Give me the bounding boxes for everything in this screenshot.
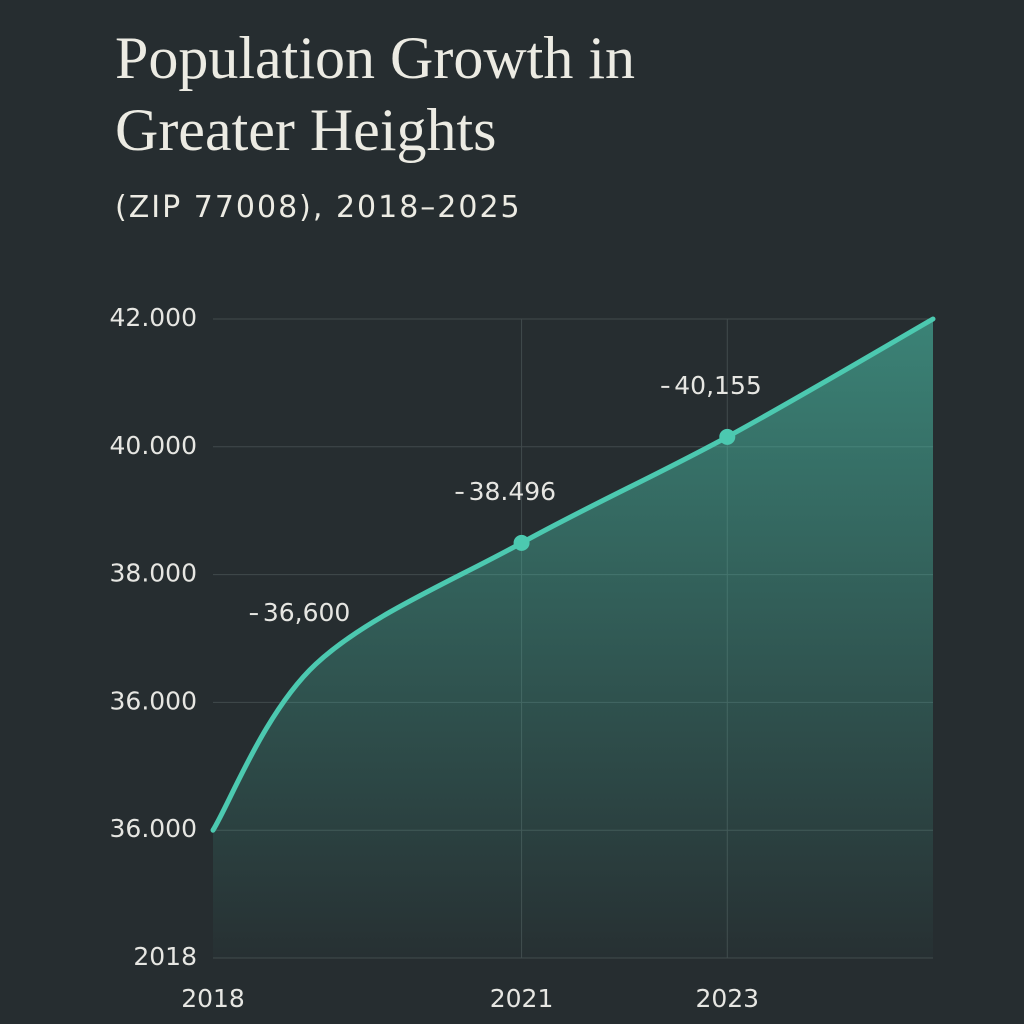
y-tick-label: 38.000 — [110, 559, 197, 588]
point — [513, 534, 530, 551]
x-tick-label: 2021 — [490, 984, 554, 1013]
x-tick-label: 2023 — [695, 984, 759, 1013]
area-fill — [213, 319, 933, 958]
y-tick-label: 2018 — [133, 942, 197, 971]
chart-subtitle: (ZIP 77008), 2018–2025 — [115, 190, 522, 225]
data-label: 38.496 — [469, 477, 556, 506]
data-label: 40,155 — [674, 371, 761, 400]
chart-title: Population Growth in Greater Heights — [115, 25, 635, 163]
point — [719, 428, 736, 445]
y-tick-label: 36.000 — [110, 686, 197, 715]
data-label: 36,600 — [263, 598, 350, 627]
y-tick-label: 42.000 — [110, 303, 197, 332]
y-tick-label: 40.000 — [110, 431, 197, 460]
y-tick-label: 36.000 — [110, 814, 197, 843]
x-tick-label: 2018 — [181, 984, 245, 1013]
